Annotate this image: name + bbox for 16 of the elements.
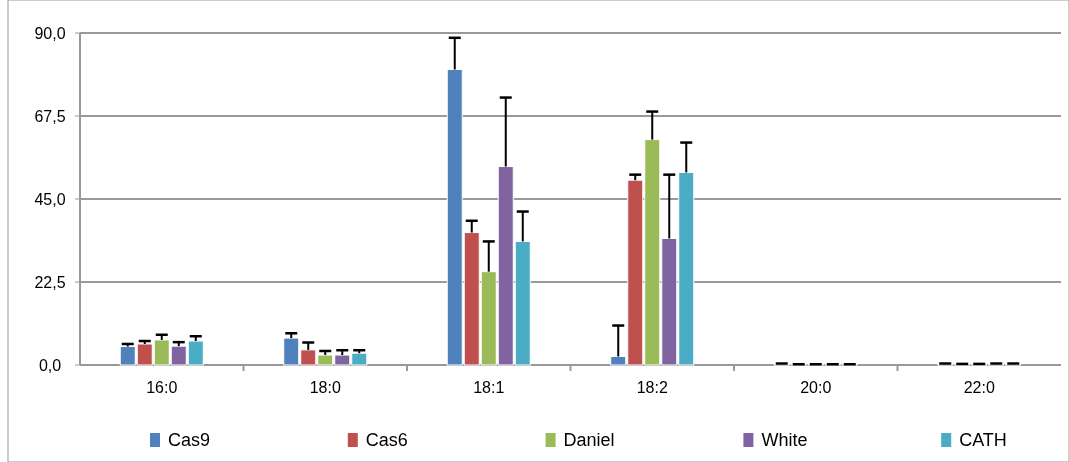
x-tick-label: 18:1 — [473, 379, 505, 396]
y-tick-label: 90,0 — [34, 24, 66, 42]
legend-label: Cas6 — [365, 430, 408, 451]
legend-label: Daniel — [563, 430, 615, 451]
legend-label: White — [761, 430, 808, 451]
y-tick-label: 45,0 — [34, 190, 66, 208]
x-tick-label: 16:0 — [146, 379, 178, 396]
legend-label: CATH — [959, 430, 1007, 451]
y-tick-label: 67,5 — [34, 107, 66, 125]
x-tick-label: 20:0 — [800, 379, 832, 396]
x-tick-label: 18:0 — [309, 379, 341, 396]
legend-label: Cas9 — [168, 430, 211, 451]
x-tick-label: 18:2 — [636, 379, 668, 396]
y-tick-label: 0,0 — [38, 356, 62, 374]
y-tick-label: 22,5 — [34, 273, 66, 291]
x-tick-label: 22:0 — [963, 379, 995, 396]
